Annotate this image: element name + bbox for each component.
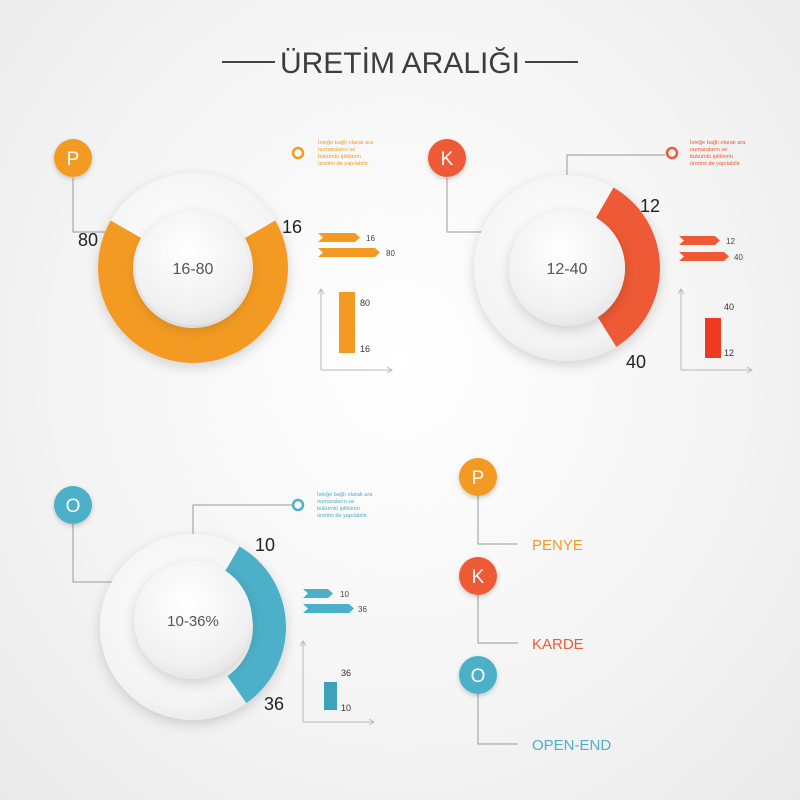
note-marker-icon	[291, 146, 305, 160]
mini-range-bar	[705, 318, 721, 358]
chart-karde: 12-40 12 40 K İsteğe bağlı olarak ara nu…	[428, 139, 753, 374]
note-marker-icon	[291, 498, 305, 512]
mini-bar-top-label: 40	[724, 302, 734, 312]
mini-bar-bottom-label: 16	[360, 344, 370, 354]
donut-arc-karde	[596, 187, 660, 347]
legend-item-openend: O OPEN-END	[459, 656, 611, 754]
donut-inner-disc	[134, 561, 252, 679]
badge-openend	[54, 486, 92, 524]
mini-bar-chart-openend: 36 10	[299, 640, 375, 726]
legend-item-penye: P PENYE	[459, 458, 583, 554]
mini-x-axis-arrow	[386, 366, 393, 374]
badge-karde	[428, 139, 466, 177]
legend-label: OPEN-END	[532, 737, 611, 754]
page-title: ÜRETİM ARALIĞI	[280, 47, 520, 80]
legend: P PENYE K KARDE O OPEN-END	[459, 458, 611, 754]
mini-bar-chart-karde: 40 12	[677, 288, 753, 374]
range-max-label: 40	[626, 352, 646, 372]
range-min-label: 10	[255, 535, 275, 555]
note-text: İsteğe bağlı olarak ara numaraların ve b…	[317, 491, 374, 519]
arrow-marker	[303, 604, 354, 613]
legend-label: PENYE	[532, 537, 583, 554]
legend-badge-letter: K	[472, 567, 485, 588]
note-marker-icon	[665, 146, 679, 160]
badge-letter: K	[441, 149, 454, 170]
donut-penye: 16-80 80 16	[78, 173, 302, 363]
donut-inner-disc	[509, 210, 625, 326]
arrow-marker-label: 16	[366, 234, 375, 243]
arrow-marker-label: 12	[726, 237, 735, 246]
mini-x-axis-arrow	[746, 366, 753, 374]
range-min-label: 16	[282, 217, 302, 237]
note-text: İsteğe bağlı olarak ara numaraların ve b…	[690, 139, 747, 167]
mini-bar-bottom-label: 12	[724, 348, 734, 358]
arrow-marker	[679, 252, 729, 261]
donut-karde: 12-40 12 40	[474, 175, 660, 372]
badge-letter: P	[67, 149, 80, 170]
badge-circle	[54, 486, 92, 524]
mini-range-bar	[339, 292, 355, 353]
arrow-marker-label: 10	[340, 590, 349, 599]
legend-badge-letter: O	[471, 666, 486, 687]
legend-item-karde: K KARDE	[459, 557, 584, 653]
mini-y-axis-arrow	[677, 288, 685, 295]
chart-openend: 10-36% 10 36 O İsteğe bağlı olarak ara n…	[54, 486, 375, 726]
note-text: İsteğe bağlı olarak ara numaraların ve b…	[318, 139, 375, 167]
note-karde: İsteğe bağlı olarak ara numaraların ve b…	[665, 139, 747, 167]
arrow-markers-penye: 16 80	[318, 233, 395, 258]
range-min-label: 12	[640, 196, 660, 216]
note-penye: İsteğe bağlı olarak ara numaraların ve b…	[291, 139, 375, 167]
mini-bar-top-label: 80	[360, 298, 370, 308]
donut-center-label: 12-40	[547, 261, 588, 278]
arrow-markers-openend: 10 36	[303, 589, 367, 614]
mini-bar-top-label: 36	[341, 668, 351, 678]
legend-badge	[459, 458, 497, 496]
legend-label: KARDE	[532, 636, 584, 653]
note-connector	[192, 504, 293, 537]
legend-badge	[459, 557, 497, 595]
legend-badge	[459, 656, 497, 694]
arrow-marker-label: 80	[386, 249, 395, 258]
mini-y-axis-arrow	[299, 640, 307, 647]
badge-connector	[72, 524, 118, 583]
chart-penye: 16-80 80 16 P İsteğe bağlı olarak ara nu…	[54, 139, 395, 374]
mini-range-bar	[324, 682, 337, 710]
donut-inner-disc	[136, 211, 250, 325]
badge-circle	[428, 139, 466, 177]
badge-penye	[54, 139, 92, 177]
legend-connector	[477, 594, 518, 644]
badge-circle	[54, 139, 92, 177]
arrow-marker	[679, 236, 720, 245]
badge-letter: O	[66, 496, 81, 517]
badge-connector	[446, 178, 490, 233]
mini-y-axis-arrow	[317, 288, 325, 295]
legend-badge-letter: P	[472, 468, 485, 489]
arrow-markers-karde: 12 40	[679, 236, 743, 262]
mini-bar-chart-penye: 80 16	[317, 288, 393, 374]
range-max-label: 36	[264, 694, 284, 714]
note-openend: İsteğe bağlı olarak ara numaraların ve b…	[291, 491, 374, 519]
mini-x-axis-arrow	[368, 718, 375, 726]
legend-connector	[477, 693, 518, 745]
arrow-marker	[318, 248, 380, 257]
arrow-marker	[303, 589, 333, 598]
donut-arc-penye	[97, 220, 288, 363]
range-max-label: 80	[78, 230, 98, 250]
mini-bar-bottom-label: 10	[341, 703, 351, 713]
arrow-marker	[318, 233, 360, 242]
page-title-group: ÜRETİM ARALIĞI	[222, 47, 578, 80]
donut-openend: 10-36% 10 36	[100, 534, 286, 720]
arrow-marker-label: 36	[358, 605, 367, 614]
arrow-marker-label: 40	[734, 253, 743, 262]
legend-connector	[477, 496, 518, 545]
donut-center-label: 10-36%	[167, 613, 219, 630]
donut-center-label: 16-80	[173, 261, 214, 278]
